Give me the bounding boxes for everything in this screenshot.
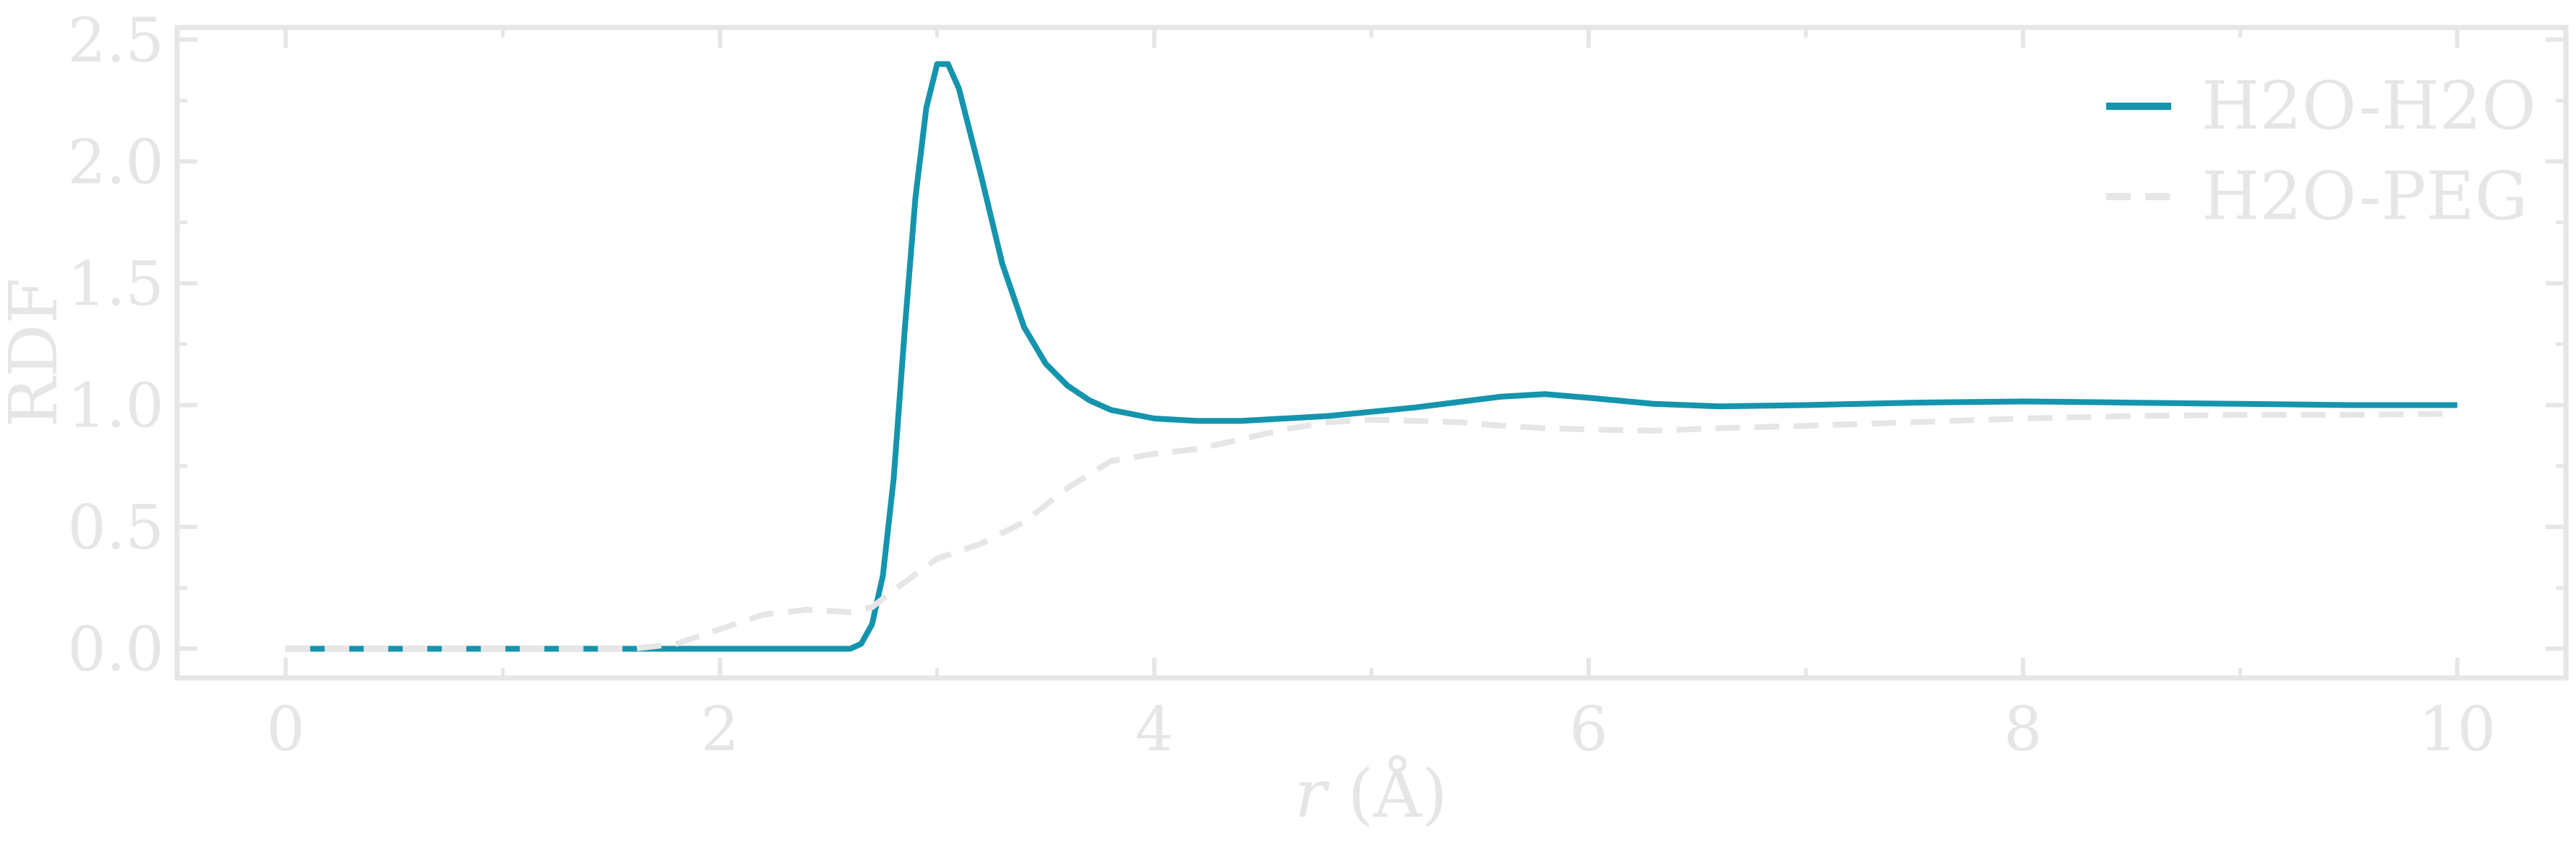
major-ticks <box>177 27 2566 678</box>
x-axis-label-symbol: r <box>1295 755 1330 833</box>
legend-label-h2o-peg: H2O-PEG <box>2202 158 2528 235</box>
x-tick-label: 6 <box>1569 694 1607 765</box>
y-tick-label: 0.5 <box>67 492 164 563</box>
x-tick-label: 0 <box>267 694 305 765</box>
x-tick-label: 10 <box>2418 694 2496 765</box>
series-line-h2o-peg <box>285 411 2457 652</box>
y-tick-label: 1.0 <box>67 370 164 441</box>
minor-ticks <box>177 27 2566 678</box>
x-tick-label: 4 <box>1135 694 1173 765</box>
x-tick-labels: 0 2 4 6 8 10 <box>267 694 2496 765</box>
y-tick-labels: 0.0 0.5 1.0 1.5 2.0 2.5 <box>67 5 164 685</box>
y-tick-label: 0.0 <box>67 614 164 685</box>
y-tick-label: 2.0 <box>67 126 164 197</box>
legend-label-h2o-h2o: H2O-H2O <box>2202 67 2536 145</box>
x-axis-label: r (Å) <box>1295 755 1447 833</box>
x-tick-label: 8 <box>2004 694 2042 765</box>
y-tick-label: 1.5 <box>67 249 164 319</box>
x-tick-label: 2 <box>700 694 739 765</box>
series-line-h2o-h2o <box>285 61 2457 652</box>
x-axis-label-unit: (Å) <box>1326 755 1447 833</box>
series-lines <box>285 61 2457 652</box>
y-axis-label: RDF <box>0 278 72 428</box>
legend: H2O-H2O H2O-PEG <box>2106 67 2536 235</box>
y-tick-label: 2.5 <box>67 5 164 76</box>
